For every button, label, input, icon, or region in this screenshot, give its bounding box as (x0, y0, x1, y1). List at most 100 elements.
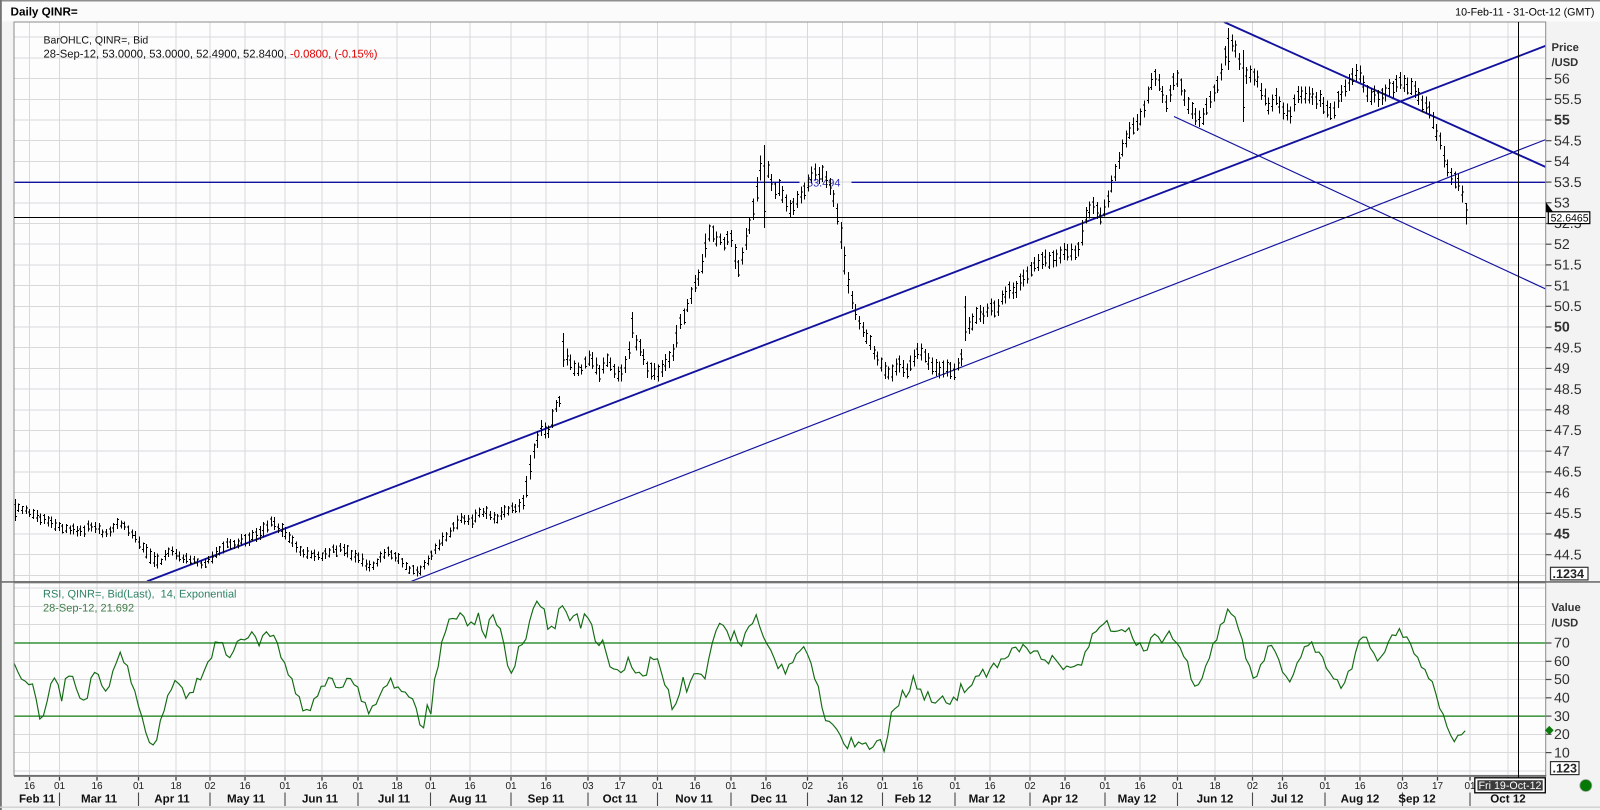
svg-text:52: 52 (1554, 237, 1570, 253)
svg-text:.1234: .1234 (1553, 567, 1585, 581)
svg-text:.123: .123 (1553, 762, 1578, 776)
svg-text:46: 46 (1554, 485, 1570, 501)
svg-text:01: 01 (1099, 781, 1111, 792)
svg-text:01: 01 (1464, 781, 1476, 792)
svg-text:16: 16 (689, 781, 701, 792)
svg-text:51.5: 51.5 (1554, 258, 1582, 274)
svg-text:/USD: /USD (1552, 57, 1579, 69)
svg-text:45.5: 45.5 (1554, 506, 1582, 522)
svg-text:16: 16 (760, 781, 772, 792)
svg-text:01: 01 (725, 781, 737, 792)
svg-text:18: 18 (170, 781, 182, 792)
svg-text:Value: Value (1552, 602, 1581, 614)
svg-text:Mar 11: Mar 11 (81, 793, 118, 806)
svg-text:Aug 11: Aug 11 (449, 793, 488, 806)
svg-text:16: 16 (24, 781, 36, 792)
svg-text:51: 51 (1554, 278, 1570, 294)
svg-text:Jun 12: Jun 12 (1197, 793, 1234, 806)
svg-text:Jan 12: Jan 12 (827, 793, 863, 806)
svg-text:16: 16 (464, 781, 476, 792)
svg-text:16: 16 (540, 781, 552, 792)
svg-text:18: 18 (391, 781, 403, 792)
svg-text:40: 40 (1554, 691, 1570, 707)
svg-text:45: 45 (1554, 527, 1570, 543)
svg-text:50: 50 (1554, 320, 1570, 336)
svg-text:01: 01 (652, 781, 664, 792)
svg-text:01: 01 (425, 781, 437, 792)
svg-text:01: 01 (949, 781, 961, 792)
svg-text:16: 16 (912, 781, 924, 792)
svg-text:02: 02 (204, 781, 216, 792)
svg-text:Aug 12: Aug 12 (1341, 793, 1380, 806)
svg-text:49: 49 (1554, 361, 1570, 377)
svg-text:20: 20 (1554, 727, 1570, 743)
svg-text:16: 16 (239, 781, 251, 792)
svg-text:52.6465: 52.6465 (1551, 213, 1589, 225)
svg-text:Sep 12: Sep 12 (1398, 793, 1435, 806)
svg-text:Oct 12: Oct 12 (1490, 793, 1525, 806)
svg-text:01: 01 (279, 781, 291, 792)
svg-text:16: 16 (837, 781, 849, 792)
svg-text:16: 16 (1059, 781, 1071, 792)
svg-text:Feb 11: Feb 11 (19, 793, 56, 806)
svg-text:53.494: 53.494 (807, 178, 840, 190)
svg-text:May 12: May 12 (1118, 793, 1157, 806)
svg-text:46.5: 46.5 (1554, 465, 1582, 481)
svg-text:55: 55 (1554, 113, 1570, 129)
svg-text:01: 01 (133, 781, 145, 792)
svg-text:Jul 12: Jul 12 (1271, 793, 1304, 806)
svg-text:17: 17 (1432, 781, 1444, 792)
svg-text:18: 18 (1209, 781, 1221, 792)
svg-text:Dec 11: Dec 11 (751, 793, 788, 806)
svg-text:Oct 11: Oct 11 (603, 793, 638, 806)
svg-text:Sep 11: Sep 11 (528, 793, 565, 806)
svg-text:02: 02 (1024, 781, 1036, 792)
svg-text:48.5: 48.5 (1554, 382, 1582, 398)
svg-text:54: 54 (1554, 154, 1570, 170)
svg-text:Daily QINR=: Daily QINR= (11, 6, 78, 19)
svg-text:16: 16 (1277, 781, 1289, 792)
svg-text:Apr 12: Apr 12 (1042, 793, 1078, 806)
svg-text:01: 01 (352, 781, 364, 792)
svg-text:47: 47 (1554, 444, 1570, 460)
svg-text:02: 02 (802, 781, 814, 792)
svg-text:50.5: 50.5 (1554, 299, 1582, 315)
svg-text:/USD: /USD (1552, 618, 1579, 630)
svg-text:54.5: 54.5 (1554, 133, 1582, 149)
svg-text:10: 10 (1554, 745, 1570, 761)
svg-text:28-Sep-12, 21.692: 28-Sep-12, 21.692 (43, 603, 134, 615)
svg-text:10-Feb-11 - 31-Oct-12 (GMT): 10-Feb-11 - 31-Oct-12 (GMT) (1455, 6, 1594, 18)
svg-text:53.5: 53.5 (1554, 175, 1582, 191)
svg-text:16: 16 (316, 781, 328, 792)
svg-text:RSI, QINR=, Bid(Last), 14, Ex: RSI, QINR=, Bid(Last), 14, Exponential (43, 589, 237, 601)
svg-text:55.5: 55.5 (1554, 92, 1582, 108)
svg-text:16: 16 (984, 781, 996, 792)
svg-text:70: 70 (1554, 636, 1570, 652)
svg-text:Fri 19-Oct-12: Fri 19-Oct-12 (1479, 780, 1542, 792)
svg-text:44.5: 44.5 (1554, 547, 1582, 563)
svg-text:Price: Price (1552, 42, 1579, 54)
svg-text:01: 01 (505, 781, 517, 792)
svg-text:53: 53 (1554, 196, 1570, 212)
svg-text:Jun 11: Jun 11 (302, 793, 339, 806)
svg-text:50: 50 (1554, 672, 1570, 688)
svg-text:BarOHLC, QINR=, Bid: BarOHLC, QINR=, Bid (44, 35, 149, 47)
svg-text:16: 16 (1134, 781, 1146, 792)
svg-text:Apr 11: Apr 11 (154, 793, 190, 806)
svg-text:May 11: May 11 (227, 793, 266, 806)
svg-text:49.5: 49.5 (1554, 340, 1582, 356)
svg-text:01: 01 (1319, 781, 1331, 792)
svg-text:01: 01 (877, 781, 889, 792)
svg-text:Nov 11: Nov 11 (675, 793, 713, 806)
svg-text:30: 30 (1554, 709, 1570, 725)
svg-text:17: 17 (614, 781, 626, 792)
svg-text:Mar 12: Mar 12 (969, 793, 1006, 806)
svg-text:28-Sep-12, 53.0000, 53.0000, 5: 28-Sep-12, 53.0000, 53.0000, 52.4900, 52… (44, 48, 378, 60)
svg-text:16: 16 (1354, 781, 1366, 792)
svg-text:02: 02 (1247, 781, 1259, 792)
svg-text:01: 01 (54, 781, 66, 792)
svg-text:Feb 12: Feb 12 (895, 793, 932, 806)
svg-text:Jul 11: Jul 11 (378, 793, 411, 806)
svg-text:56: 56 (1554, 71, 1570, 87)
svg-text:01: 01 (1172, 781, 1184, 792)
